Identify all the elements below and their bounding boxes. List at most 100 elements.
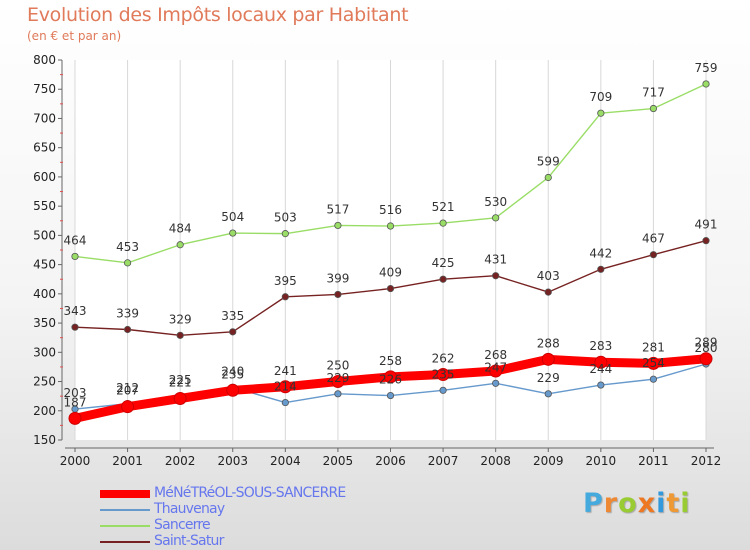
data-label: 516 <box>379 203 402 217</box>
data-label: 229 <box>326 371 349 385</box>
logo-letter: r <box>603 488 619 519</box>
data-point <box>281 398 289 407</box>
data-label: 491 <box>695 218 718 232</box>
data-point <box>439 219 447 227</box>
logo-letter: o <box>618 488 638 519</box>
data-label: 759 <box>695 61 718 75</box>
data-label: 335 <box>221 309 244 323</box>
data-point <box>649 104 658 113</box>
data-point <box>281 230 289 238</box>
data-point <box>597 381 605 389</box>
data-point <box>436 368 450 382</box>
data-label: 207 <box>116 384 139 398</box>
data-point <box>597 109 605 117</box>
data-label: 262 <box>432 352 455 366</box>
data-label: 709 <box>589 90 612 104</box>
data-point <box>541 352 555 366</box>
data-point <box>278 380 292 394</box>
data-point <box>489 364 503 378</box>
y-tick-label: 500 <box>33 228 56 242</box>
data-label: 254 <box>642 356 665 370</box>
data-label: 241 <box>274 364 297 378</box>
data-point <box>386 222 395 230</box>
x-tick-label: 2001 <box>112 454 143 468</box>
data-label: 467 <box>642 232 665 246</box>
data-label: 235 <box>221 367 244 381</box>
x-tick-label: 2009 <box>533 454 564 468</box>
data-point <box>492 272 500 280</box>
legend-label-thauvenay: Thauvenay <box>154 501 225 517</box>
data-point <box>68 411 82 425</box>
y-tick-label: 450 <box>33 258 56 272</box>
legend-label-menetreol: MéNéTRéOL-SOUS-SANCERRE <box>154 485 346 501</box>
y-tick-label: 150 <box>33 433 56 447</box>
y-tick-label: 700 <box>33 111 56 125</box>
x-tick-label: 2012 <box>691 454 722 468</box>
data-point <box>331 375 345 389</box>
series-layer <box>68 80 713 425</box>
data-point <box>123 325 132 334</box>
data-point <box>173 391 187 405</box>
data-point <box>386 391 395 400</box>
data-label: 281 <box>642 340 665 354</box>
data-point <box>229 229 237 237</box>
data-point <box>121 400 135 414</box>
y-tick-label: 350 <box>33 316 56 330</box>
logo-letter: i <box>680 488 691 519</box>
y-tick-label: 650 <box>33 141 56 155</box>
data-label: 268 <box>484 348 507 362</box>
data-label: 530 <box>484 195 507 209</box>
data-point <box>229 328 237 336</box>
data-label: 235 <box>432 367 455 381</box>
x-tick-label: 2005 <box>323 454 354 468</box>
data-label: 212 <box>116 381 139 395</box>
data-label: 442 <box>589 246 612 260</box>
data-point <box>334 221 342 230</box>
data-label: 250 <box>326 359 349 373</box>
data-point <box>649 251 658 259</box>
data-point <box>176 331 184 339</box>
proxiti-logo: Proxiti <box>583 488 691 519</box>
legend-label-saint-satur: Saint-Satur <box>154 533 224 549</box>
data-label: 226 <box>379 373 402 387</box>
data-label: 221 <box>169 375 192 389</box>
data-label: 453 <box>116 240 139 254</box>
data-point <box>594 355 608 369</box>
data-point <box>439 275 447 283</box>
data-label: 717 <box>642 86 665 100</box>
legend-swatch-menetreol <box>100 490 150 498</box>
data-point <box>544 390 552 398</box>
data-point <box>646 356 660 370</box>
data-point <box>702 80 710 88</box>
data-point <box>439 386 447 394</box>
logo-letter: t <box>666 488 681 519</box>
y-tick-label: 250 <box>33 375 56 389</box>
data-label: 244 <box>589 362 612 376</box>
data-label: 229 <box>537 371 560 385</box>
x-tick-label: 2011 <box>638 454 669 468</box>
data-label: 240 <box>221 364 244 378</box>
data-label: 484 <box>169 222 192 236</box>
data-point <box>123 259 132 267</box>
data-label: 288 <box>537 336 560 350</box>
x-tick-label: 2003 <box>217 454 248 468</box>
data-label: 339 <box>116 307 139 321</box>
data-point <box>384 370 397 384</box>
data-point <box>226 383 240 397</box>
data-point <box>334 390 342 398</box>
data-label: 203 <box>64 386 87 400</box>
data-point <box>386 284 395 293</box>
data-point <box>281 293 289 301</box>
data-point <box>334 290 342 299</box>
data-label: 431 <box>484 253 507 267</box>
x-tick-label: 2008 <box>480 454 511 468</box>
data-label: 399 <box>326 271 349 285</box>
y-tick-label: 800 <box>33 53 56 67</box>
x-tick-label: 2002 <box>165 454 196 468</box>
legend-swatch-sancerre <box>100 525 150 527</box>
data-label: 517 <box>326 202 349 216</box>
line-chart: 150 200 250 300 350 400 450 500 550 600 650 700 750 8… <box>33 53 722 468</box>
chart-subtitle: (en € et par an) <box>27 29 122 43</box>
data-point <box>544 288 552 296</box>
